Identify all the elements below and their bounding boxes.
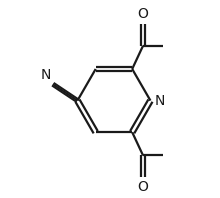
Text: N: N [155, 94, 165, 108]
Text: N: N [41, 68, 51, 82]
Text: O: O [138, 180, 148, 194]
Text: O: O [138, 7, 148, 21]
